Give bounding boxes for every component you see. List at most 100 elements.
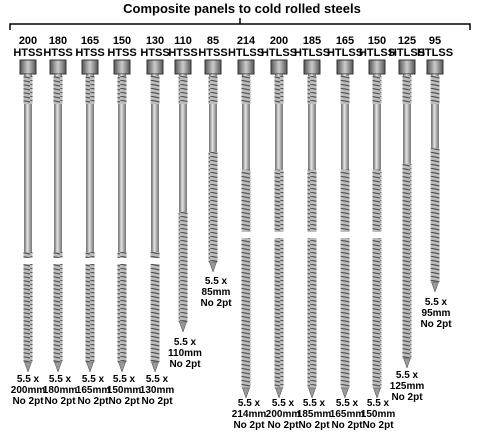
spec-label: No 2pt [298,420,330,431]
spec-label: 150mm [107,385,142,396]
size-label: HTSS [75,47,104,59]
size-label: HTLSS [294,47,330,59]
size-label: 180 [49,35,67,47]
spec-label: 180mm [43,385,78,396]
size-label: 110 [174,35,192,47]
thread-top [178,76,188,104]
thread-top [53,76,63,104]
thread-tip [208,152,218,262]
drill-tip [86,361,94,373]
thread-tip [274,169,284,388]
size-label: HTSS [107,47,136,59]
bracket [9,18,471,30]
spec-label: No 2pt [77,396,109,407]
drill-tip [151,361,159,373]
screw-head [426,59,444,75]
spec-label: No 2pt [12,396,44,407]
size-label: HTLSS [327,47,363,59]
size-label: 214 [237,35,256,47]
thread-tip [150,252,160,362]
drill-tip [179,321,187,333]
size-label: HTSS [13,47,42,59]
spec-label: 5.5 x [425,297,448,308]
drill-tip [341,387,349,399]
drill-tip [24,361,32,373]
size-label: 200 [19,35,37,47]
drill-tip [209,261,217,273]
screw-head [204,59,222,75]
spec-label: No 2pt [200,298,232,309]
spec-label: 5.5 x [205,276,228,287]
size-label: HTLSS [228,47,264,59]
spec-label: 5.5 x [303,398,326,409]
size-label: HTSS [140,47,169,59]
thread-tip [340,169,350,388]
break [238,232,254,238]
thread-top [402,76,412,104]
spec-label: 130mm [140,385,175,396]
drill-tip [54,361,62,373]
thread-tip [117,252,127,362]
spec-label: No 2pt [44,396,76,407]
spec-label: 125mm [390,381,425,392]
spec-label: No 2pt [391,392,423,403]
thread-tip [85,252,95,362]
spec-label: 5.5 x [49,374,72,385]
drill-tip [308,387,316,399]
spec-label: 200mm [266,409,301,420]
size-label: 130 [146,35,164,47]
spec-label: 95mm [422,308,451,319]
size-label: 150 [113,35,131,47]
spec-label: 5.5 x [396,370,419,381]
title: Composite panels to cold rolled steels [123,1,361,16]
drill-tip [403,357,411,369]
thread-top [85,76,95,104]
screw-head [398,59,416,75]
thread-top [372,76,382,104]
break [50,258,66,264]
spec-label: 5.5 x [17,374,40,385]
screw-head [303,59,321,75]
break [82,258,98,264]
size-label: 95 [429,35,441,47]
size-label: HTSS [168,47,197,59]
spec-label: 110mm [168,348,202,359]
drill-tip [275,387,283,399]
spec-label: 200mm [11,385,46,396]
size-label: 200 [270,35,288,47]
screw-head [113,59,131,75]
thread-tip [307,169,317,388]
spec-label: No 2pt [362,420,394,431]
thread-tip [178,212,188,322]
size-label: 85 [207,35,219,47]
screw-head [368,59,386,75]
break [304,232,320,238]
break [147,258,163,264]
spec-label: No 2pt [233,420,265,431]
size-label: HTLSS [417,47,453,59]
screw-head [81,59,99,75]
spec-label: 5.5 x [238,398,261,409]
thread-tip [430,148,440,282]
spec-label: 5.5 x [367,398,390,409]
spec-label: 214mm [232,409,267,420]
drill-tip [242,387,250,399]
thread-tip [23,252,33,362]
size-label: HTLSS [359,47,395,59]
spec-label: No 2pt [267,420,299,431]
size-label: 185 [303,35,321,47]
spec-label: No 2pt [141,396,173,407]
spec-label: 5.5 x [272,398,295,409]
screw-head [146,59,164,75]
size-label: HTLSS [389,47,425,59]
thread-top [274,76,284,104]
drill-tip [431,281,439,293]
screw-head [174,59,192,75]
thread-top [150,76,160,104]
thread-tip [241,169,251,388]
thread-top [208,76,218,104]
break [337,232,353,238]
spec-label: No 2pt [420,319,452,330]
spec-label: 185mm [297,409,332,420]
spec-label: 5.5 x [113,374,136,385]
